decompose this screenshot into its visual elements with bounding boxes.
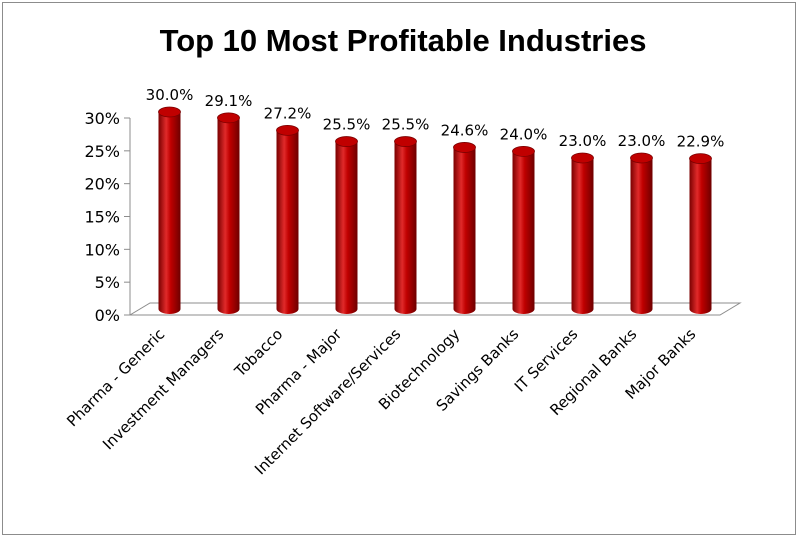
bar-body [217, 117, 240, 314]
bar [335, 136, 358, 314]
bar-body [689, 158, 712, 314]
bar [689, 153, 712, 314]
data-label: 23.0% [559, 132, 607, 150]
data-label: 25.5% [382, 116, 430, 134]
bar-top [512, 145, 535, 157]
bar [394, 136, 417, 314]
chart-title: Top 10 Most Profitable Industries [159, 23, 647, 58]
bar-body [276, 130, 299, 314]
bar-top [689, 153, 712, 165]
bar-top [453, 142, 476, 153]
bars-layer [158, 106, 712, 314]
bar-body [630, 157, 653, 314]
bar [571, 152, 594, 314]
x-tick-label: Investment Managers [99, 325, 227, 453]
y-tick-label: 0% [95, 306, 120, 325]
bar [630, 152, 653, 314]
bar [217, 112, 240, 314]
data-label: 30.0% [146, 86, 194, 104]
bar-body [453, 147, 476, 314]
bar-body [394, 141, 417, 314]
y-tick-label: 5% [95, 273, 120, 292]
data-label: 29.1% [205, 92, 253, 110]
bar-top [158, 106, 181, 118]
data-label: 27.2% [264, 104, 312, 122]
data-label: 23.0% [618, 132, 666, 150]
bar-body [335, 141, 358, 314]
data-label: 22.9% [677, 133, 725, 151]
bar-top [630, 152, 653, 164]
bar [512, 145, 535, 314]
bar-top [394, 136, 417, 147]
bar [158, 106, 181, 314]
bar-top [276, 124, 299, 136]
y-tick-label: 20% [84, 175, 120, 194]
y-tick-label: 15% [84, 208, 120, 227]
y-tick-label: 25% [84, 142, 120, 161]
bar [453, 142, 476, 314]
bar-body [158, 112, 181, 314]
bar-body [571, 157, 594, 314]
bar-top [335, 136, 358, 147]
bar-body [512, 151, 535, 314]
data-label: 24.6% [441, 121, 489, 139]
x-tick-label: Tobacco [230, 325, 286, 381]
bar [276, 124, 299, 314]
bar-top [571, 152, 594, 164]
bar-top [217, 112, 240, 124]
data-label: 24.0% [500, 125, 548, 143]
data-label: 25.5% [323, 116, 371, 134]
y-tick-label: 10% [84, 240, 120, 259]
x-tick-label: Pharma - Generic [63, 325, 168, 430]
y-tick-label: 30% [84, 109, 120, 128]
